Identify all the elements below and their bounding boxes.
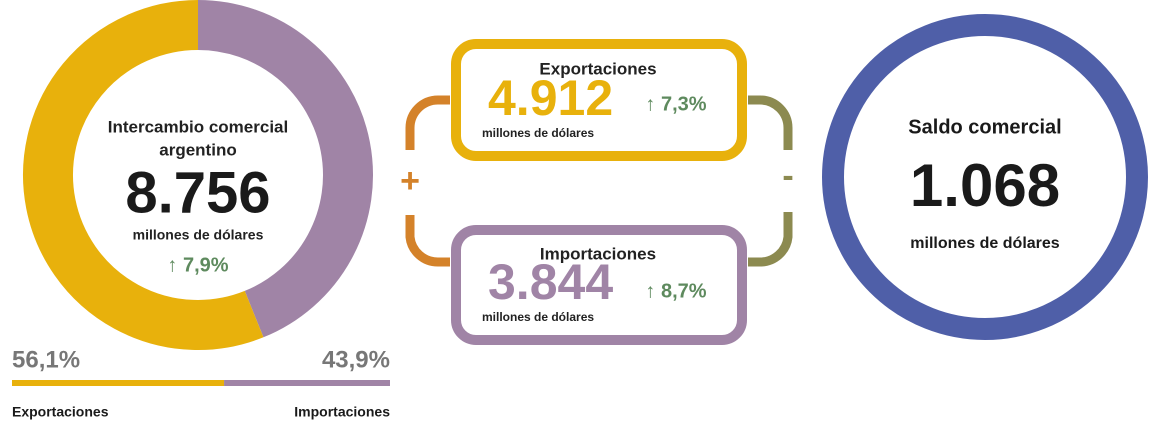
donut-segment bbox=[197, 0, 373, 338]
donut bbox=[23, 0, 373, 350]
imports-unit: millones de dólares bbox=[482, 310, 594, 324]
donut-change: ↑ 7,9% bbox=[167, 254, 228, 276]
donut-segment bbox=[23, 0, 264, 350]
balance-ring bbox=[822, 14, 1148, 340]
imports-title: Importaciones bbox=[540, 244, 656, 263]
exports-box bbox=[451, 39, 747, 161]
legend-label: Exportaciones bbox=[12, 404, 109, 420]
balance-unit: millones de dólares bbox=[910, 235, 1059, 252]
exports-change: ↑ 7,3% bbox=[645, 93, 706, 115]
imports-change: ↑ 8,7% bbox=[645, 280, 706, 302]
share-label: 43,9% bbox=[322, 346, 390, 373]
exports-value: 4.912 bbox=[488, 70, 613, 126]
balance-value: 1.068 bbox=[910, 152, 1060, 219]
bracket bbox=[748, 95, 793, 267]
exports-title: Exportaciones bbox=[539, 59, 656, 78]
donut-unit: millones de dólares bbox=[133, 227, 264, 243]
exports-unit: millones de dólares bbox=[482, 126, 594, 140]
minus-sign: - bbox=[782, 157, 793, 195]
imports-box bbox=[451, 225, 747, 345]
share-bar bbox=[12, 380, 225, 386]
balance-title: Saldo comercial bbox=[908, 116, 1061, 138]
legend-label: Importaciones bbox=[294, 404, 390, 420]
donut-title: Intercambio comercial bbox=[108, 117, 288, 136]
donut-total: 8.756 bbox=[125, 160, 270, 225]
donut-title: argentino bbox=[159, 140, 236, 159]
plus-sign: + bbox=[400, 162, 420, 200]
bracket bbox=[405, 95, 450, 267]
imports-value: 3.844 bbox=[488, 254, 613, 310]
share-label: 56,1% bbox=[12, 346, 80, 373]
share-bar bbox=[224, 380, 390, 386]
